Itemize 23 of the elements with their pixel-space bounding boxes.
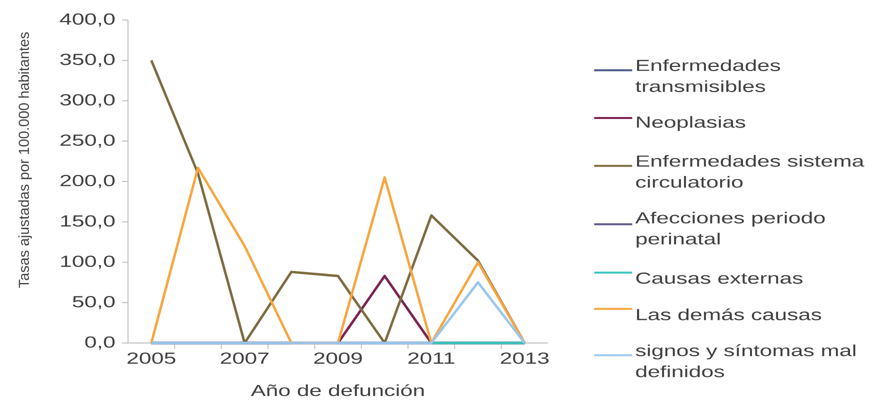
y-tick-label: 50,0 [72,296,115,310]
x-tick-label: 2005 [128,352,176,364]
x-tick-label: 2013 [500,352,549,364]
y-axis-title: Tasas ajustadas por 100.000 habitantes [18,32,32,288]
legend-label: Enfermedades sistema circulatorio [636,155,864,188]
legend-label: Las demás causas [637,308,822,320]
legend-label: Causas externas [636,272,802,284]
y-tick-label: 150,0 [61,215,115,228]
x-tick-label: 2009 [314,352,362,364]
legend-label: Afecciones periodo perinatal [635,212,825,248]
y-tick-label: 100,0 [61,256,115,269]
x-tick-label: 2011 [408,352,454,364]
legend-label: Neoplasias [637,116,746,132]
legend-label: signos y síntomas mal definidos [636,344,856,378]
y-tick-label: 250,0 [60,134,115,148]
y-tick-label: 0,0 [85,336,115,350]
y-tick-label: 200,0 [60,174,115,188]
x-tick-label: 2007 [220,352,268,364]
y-tick-label: 300,0 [60,94,115,108]
y-tick-label: 400,0 [60,13,115,27]
y-tick-label: 350,0 [60,54,115,67]
x-axis-title: Año de defunción [250,384,424,396]
legend-label: Enfermedades transmisibles [636,59,780,92]
